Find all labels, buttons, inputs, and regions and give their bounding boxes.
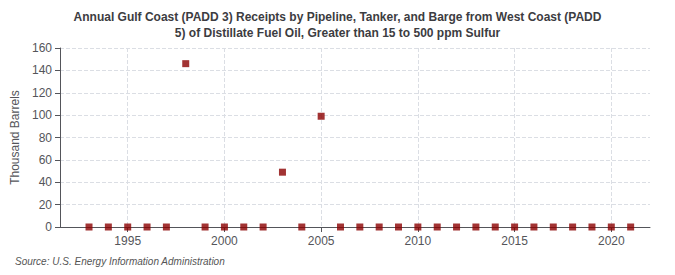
svg-text:2000: 2000	[211, 234, 238, 248]
svg-text:140: 140	[32, 63, 52, 77]
svg-text:80: 80	[39, 131, 53, 145]
svg-text:40: 40	[39, 175, 53, 189]
svg-text:2020: 2020	[598, 234, 625, 248]
svg-text:2005: 2005	[308, 234, 335, 248]
svg-text:2015: 2015	[501, 234, 528, 248]
svg-text:120: 120	[32, 86, 52, 100]
svg-text:Source: U.S. Energy Informatio: Source: U.S. Energy Information Administ…	[15, 256, 225, 267]
svg-text:Thousand Barrels: Thousand Barrels	[8, 90, 22, 185]
svg-text:60: 60	[39, 153, 53, 167]
svg-text:0: 0	[45, 220, 52, 234]
svg-text:160: 160	[32, 41, 52, 55]
svg-text:1995: 1995	[114, 234, 141, 248]
svg-text:100: 100	[32, 108, 52, 122]
svg-text:2010: 2010	[405, 234, 432, 248]
svg-text:20: 20	[39, 198, 53, 212]
svg-text:Annual Gulf Coast (PADD 3) Rec: Annual Gulf Coast (PADD 3) Receipts by P…	[74, 10, 602, 24]
svg-text:5) of Distillate Fuel Oil, Gre: 5) of Distillate Fuel Oil, Greater than …	[175, 26, 501, 40]
